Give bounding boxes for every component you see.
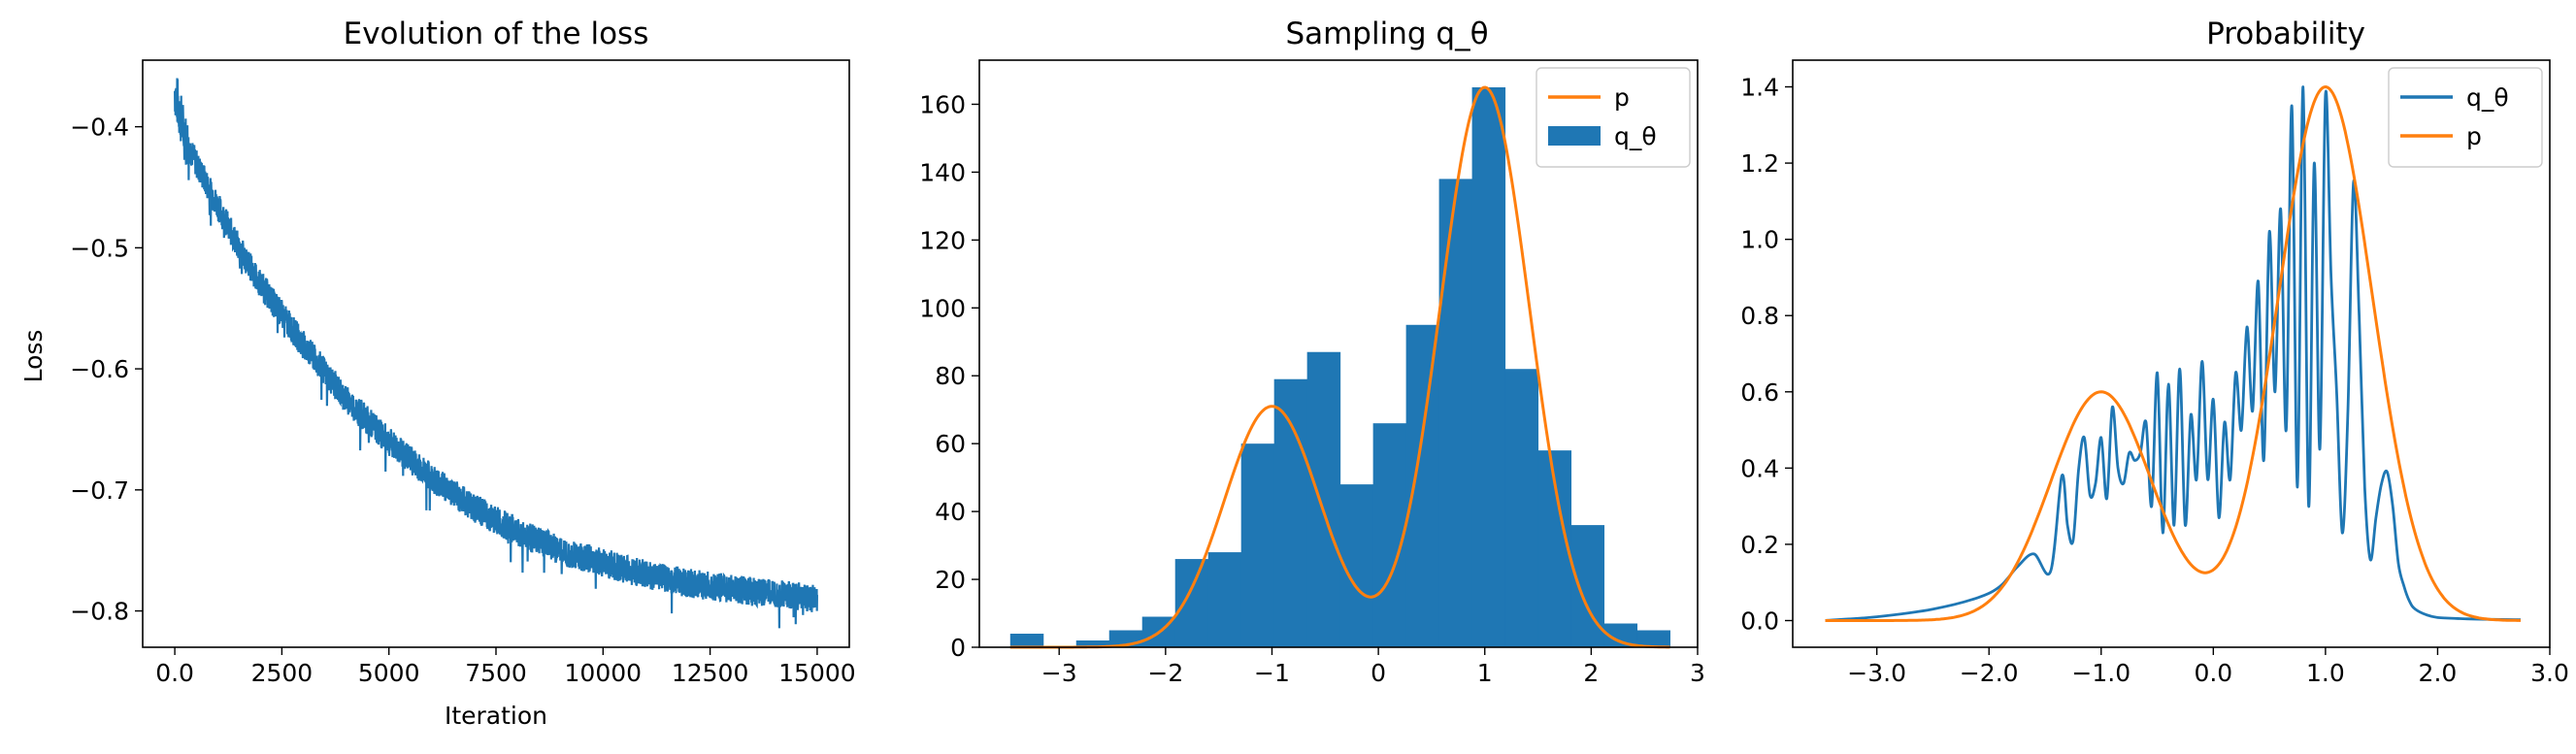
histogram-bar: [1273, 378, 1308, 647]
loss-panel: Evolution of the loss 0.0 2500 5000 7500 100…: [19, 16, 856, 730]
loss-series-line: [174, 78, 818, 629]
x-tick-label: 0: [1371, 659, 1386, 687]
y-tick-label: 100: [919, 294, 966, 322]
legend-label: p: [2466, 122, 2482, 150]
loss-title: Evolution of the loss: [344, 16, 649, 51]
y-tick-label: −0.8: [70, 598, 129, 626]
loss-ylabel: Loss: [19, 330, 48, 383]
probability-title: Probability: [2206, 16, 2365, 51]
y-tick-label: 1.2: [1740, 149, 1779, 178]
x-tick-label: 5000: [358, 659, 420, 687]
histogram-bar: [1570, 525, 1605, 647]
y-tick-label: 120: [919, 226, 966, 254]
y-tick-label: 0.8: [1740, 302, 1779, 330]
y-tick-label: −0.6: [70, 355, 129, 383]
histogram-bar: [1405, 324, 1440, 647]
y-tick-label: 0.6: [1740, 378, 1779, 407]
y-tick-label: 20: [935, 566, 966, 594]
x-tick-label: −1: [1254, 659, 1290, 687]
p-density-line: [1009, 85, 1670, 649]
histogram-bar: [1009, 634, 1044, 647]
legend-box: [1536, 67, 1691, 168]
y-tick-label: 1.0: [1740, 226, 1779, 254]
y-tick-label: 0: [950, 634, 966, 662]
sampling-axes: −3 −2 −1 0 1 2 3 0 20 40 60 80 100 120 140 160: [919, 59, 1705, 687]
loss-axes: 0.0 2500 5000 7500 10000 12500 15000 −0.8 −0.7 −0…: [70, 59, 856, 687]
x-tick-label: 3: [1690, 659, 1705, 687]
axes-frame: [978, 59, 1699, 648]
y-tick-label: 40: [935, 498, 966, 526]
axes-frame: [1792, 59, 2551, 648]
x-tick-label: −2: [1147, 659, 1183, 687]
y-tick-label: 160: [919, 90, 966, 118]
x-tick-label: 0.0: [2194, 659, 2232, 687]
axes-frame: [142, 59, 850, 648]
y-tick-label: 140: [919, 158, 966, 186]
histogram-bar: [1075, 640, 1110, 647]
x-tick-label: −2.0: [1960, 659, 2019, 687]
x-tick-label: 1.0: [2306, 659, 2345, 687]
legend-label: q_θ: [1614, 122, 1657, 150]
histogram-bar: [1471, 86, 1506, 648]
x-tick-label: −3: [1041, 659, 1077, 687]
y-tick-label: −0.5: [70, 234, 129, 262]
sampling-title: Sampling q_θ: [1285, 16, 1488, 51]
histogram-bar: [1240, 443, 1275, 647]
histogram-bar: [1504, 369, 1539, 647]
x-tick-label: 10000: [565, 659, 643, 687]
histogram-bar: [1207, 552, 1242, 647]
x-tick-label: 2: [1583, 659, 1599, 687]
p-density-line: [1825, 84, 2521, 622]
probability-plot-area: [1825, 84, 2522, 622]
probability-axes: −3.0 −2.0 −1.0 0.0 1.0 2.0 3.0 0.0 0.2 0.4 0.6 0.8 1…: [1740, 59, 2569, 687]
x-tick-label: 7500: [465, 659, 527, 687]
y-tick-label: 80: [935, 362, 966, 390]
x-tick-label: 1: [1477, 659, 1493, 687]
y-tick-label: 60: [935, 430, 966, 458]
x-tick-label: 2500: [251, 659, 314, 687]
y-tick-label: −0.4: [70, 114, 129, 142]
loss-xlabel: Iteration: [445, 702, 547, 730]
x-tick-label: 3.0: [2530, 659, 2569, 687]
legend-label: p: [1614, 83, 1630, 112]
sampling-legend: p q_θ: [1536, 67, 1691, 168]
y-tick-label: −0.7: [70, 476, 129, 505]
histogram-bar: [1636, 630, 1670, 647]
y-tick-label: 0.2: [1740, 531, 1779, 559]
sampling-panel: Sampling q_θ −3 −2 −1 0 1 2 3 0 20 40 60 80 100 120 14…: [919, 16, 1705, 687]
sampling-plot-area: [1009, 85, 1670, 649]
x-tick-label: −1.0: [2071, 659, 2130, 687]
histogram-bar: [1438, 179, 1473, 647]
x-tick-label: 0.0: [155, 659, 194, 687]
probability-panel: Probability −3.0 −2.0 −1.0 0.0 1.0 2.0 3.0 0.0 0…: [1740, 16, 2569, 687]
x-tick-label: 15000: [778, 659, 856, 687]
legend-patch: [1548, 126, 1601, 146]
q-theta-line: [1825, 85, 2522, 622]
legend-label: q_θ: [2466, 83, 2509, 112]
histogram-bar: [1372, 423, 1407, 647]
x-tick-label: −3.0: [1847, 659, 1906, 687]
histogram-bar: [1174, 559, 1209, 647]
loss-plot-area: [174, 78, 818, 629]
x-tick-label: 12500: [672, 659, 749, 687]
histogram-bar: [1306, 351, 1341, 647]
y-tick-label: 1.4: [1740, 74, 1779, 102]
y-tick-label: 0.0: [1740, 607, 1779, 636]
legend-box: [2388, 67, 2543, 168]
probability-legend: q_θp: [2388, 67, 2543, 168]
y-tick-label: 0.4: [1740, 454, 1779, 482]
x-tick-label: 2.0: [2419, 659, 2458, 687]
